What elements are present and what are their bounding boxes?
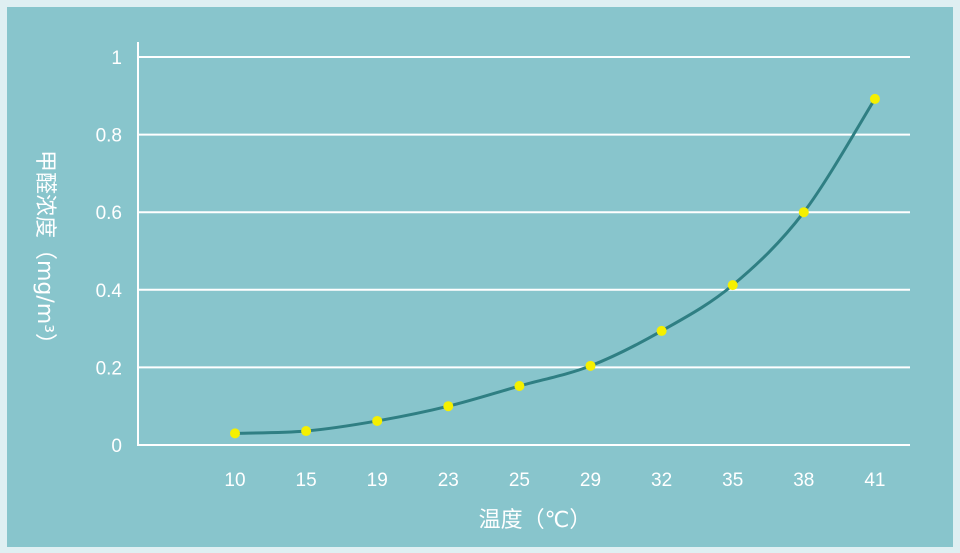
data-point bbox=[727, 280, 738, 291]
chart-frame bbox=[7, 7, 953, 547]
x-tick-label: 29 bbox=[580, 470, 601, 491]
y-tick-label: 1 bbox=[111, 48, 122, 69]
y-tick-label: 0.8 bbox=[96, 126, 122, 147]
series-line bbox=[234, 98, 877, 435]
data-point bbox=[443, 401, 454, 412]
x-tick-label: 15 bbox=[296, 470, 317, 491]
x-tick-label: 19 bbox=[367, 470, 388, 491]
x-tick-label: 10 bbox=[224, 470, 245, 491]
y-tick-label: 0.2 bbox=[96, 358, 122, 379]
x-tick-label: 38 bbox=[793, 470, 814, 491]
data-point bbox=[230, 428, 240, 439]
x-tick-label: 23 bbox=[438, 470, 459, 491]
x-axis-label: 温度（℃） bbox=[479, 508, 592, 533]
data-point bbox=[869, 93, 880, 104]
data-point bbox=[585, 360, 596, 371]
data-point bbox=[301, 426, 312, 437]
x-tick-label: 41 bbox=[864, 470, 885, 491]
x-tick-label: 32 bbox=[651, 470, 672, 491]
data-point bbox=[372, 415, 383, 426]
x-tick-label: 25 bbox=[509, 470, 530, 491]
data-point bbox=[656, 325, 667, 336]
y-tick-label: 0 bbox=[111, 436, 122, 457]
y-tick-label: 0.6 bbox=[96, 203, 122, 224]
data-point bbox=[798, 207, 809, 218]
data-point bbox=[514, 381, 525, 392]
y-tick-label: 0.4 bbox=[96, 281, 123, 302]
y-axis-label: 甲醛浓度（mg/m³） bbox=[32, 150, 57, 355]
x-tick-label: 35 bbox=[722, 470, 743, 491]
